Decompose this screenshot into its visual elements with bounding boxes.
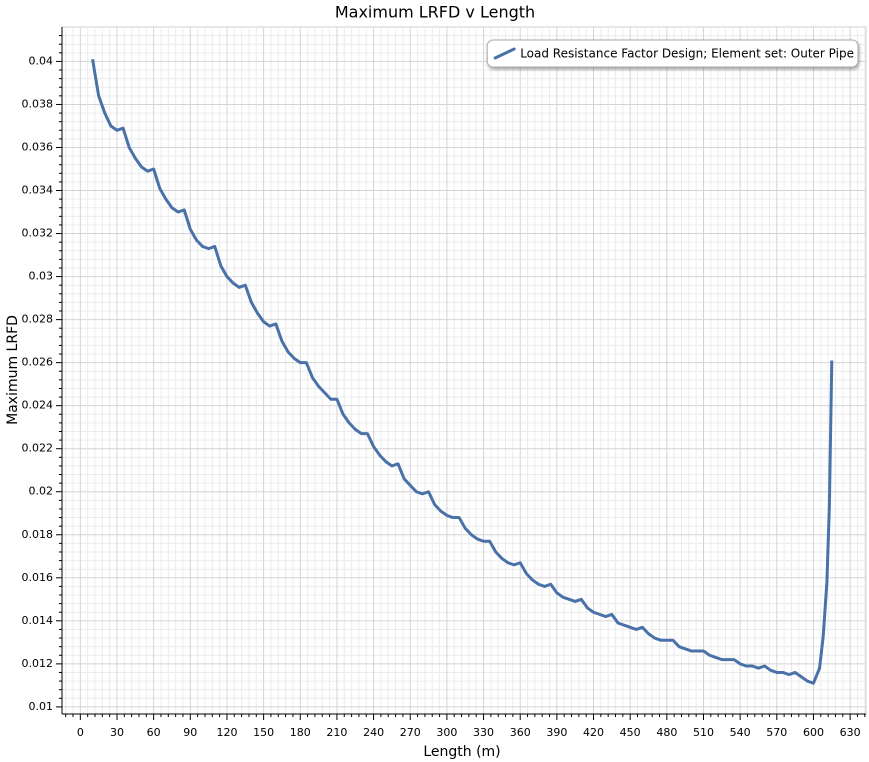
x-tick-label: 570 [766, 726, 787, 739]
legend: Load Resistance Factor Design; Element s… [486, 39, 859, 68]
grid: 0 30 60 90 120 150 180 210 240 270 300 330 360 390 420… [22, 26, 867, 739]
x-tick-label: 210 [326, 726, 347, 739]
y-tick-label: 0.026 [22, 356, 54, 369]
legend-label: Load Resistance Factor Design; Element s… [520, 47, 854, 61]
y-tick-label: 0.022 [22, 442, 54, 455]
x-tick-label: 180 [290, 726, 311, 739]
x-tick-label: 30 [110, 726, 124, 739]
y-tick-label: 0.03 [29, 270, 54, 283]
x-tick-label: 0 [77, 726, 84, 739]
y-tick-label: 0.012 [22, 657, 54, 670]
legend-box [486, 39, 859, 68]
plot [91, 59, 834, 685]
x-tick-label: 450 [620, 726, 641, 739]
plot-area [61, 26, 867, 715]
x-tick-label: 300 [436, 726, 457, 739]
y-tick-label: 0.01 [29, 700, 54, 713]
y-tick-label: 0.036 [22, 140, 54, 153]
x-tick-label: 120 [216, 726, 237, 739]
x-tick-label: 600 [803, 726, 824, 739]
y-tick-label: 0.018 [22, 528, 54, 541]
x-tick-label: 240 [363, 726, 384, 739]
x-tick-label: 360 [510, 726, 531, 739]
y-tick-label: 0.034 [22, 184, 54, 197]
y-tick-label: 0.032 [22, 227, 54, 240]
y-tick-label: 0.024 [22, 399, 54, 412]
y-axis-label: Maximum LRFD [5, 315, 21, 425]
x-axis-label: Length (m) [423, 744, 500, 760]
x-tick-label: 480 [656, 726, 677, 739]
y-tick-label: 0.014 [22, 614, 54, 627]
y-tick-label: 0.038 [22, 97, 54, 110]
y-tick-label: 0.04 [29, 54, 54, 67]
x-tick-label: 420 [583, 726, 604, 739]
legend-swatch [493, 47, 516, 60]
x-tick-label: 510 [693, 726, 714, 739]
x-tick-label: 90 [183, 726, 197, 739]
data-line [91, 59, 834, 685]
x-tick-label: 60 [147, 726, 161, 739]
chart-title: Maximum LRFD v Length [335, 3, 535, 22]
y-tick-label: 0.028 [22, 313, 54, 326]
x-tick-label: 390 [546, 726, 567, 739]
x-tick-label: 330 [473, 726, 494, 739]
x-tick-label: 630 [840, 726, 861, 739]
y-tick-label: 0.02 [29, 485, 54, 498]
x-tick-label: 150 [253, 726, 274, 739]
x-tick-label: 270 [400, 726, 421, 739]
y-tick-label: 0.016 [22, 571, 54, 584]
x-tick-label: 540 [730, 726, 751, 739]
